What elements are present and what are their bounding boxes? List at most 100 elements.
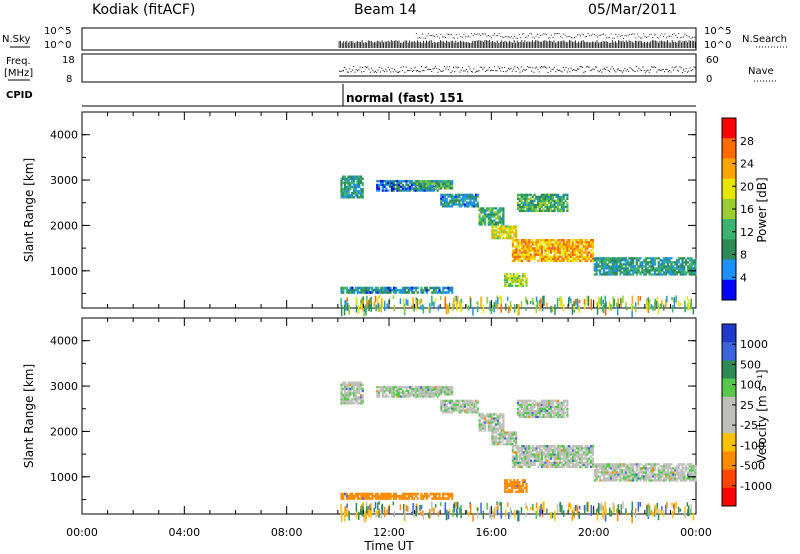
data-cell	[566, 255, 569, 258]
data-cell	[632, 463, 635, 466]
ground-scatter-cell	[600, 296, 603, 307]
data-cell	[376, 497, 379, 500]
nave-dot	[678, 70, 680, 72]
data-cell	[385, 494, 388, 498]
data-cell	[445, 201, 448, 204]
data-cell	[347, 183, 350, 187]
data-cell	[524, 193, 527, 196]
nsearch-dot	[587, 33, 589, 35]
data-cell	[562, 205, 565, 209]
data-cell	[518, 282, 521, 285]
data-cell	[555, 193, 558, 196]
data-cell	[401, 391, 404, 394]
data-cell	[493, 215, 496, 218]
data-cell	[493, 441, 496, 444]
data-cell	[573, 453, 576, 456]
data-cell	[562, 409, 565, 412]
data-cell	[418, 388, 421, 391]
data-cell	[351, 492, 354, 496]
data-cell	[677, 475, 680, 478]
data-cell	[392, 386, 395, 389]
nave-dot	[516, 67, 518, 68]
data-cell	[500, 413, 503, 416]
data-cell	[557, 245, 560, 248]
nsearch-dot	[653, 34, 655, 36]
nave-dot	[493, 66, 495, 68]
data-cell	[641, 261, 644, 264]
data-cell	[502, 213, 505, 216]
data-cell	[381, 389, 384, 392]
data-cell	[550, 447, 553, 450]
data-cell	[342, 387, 345, 391]
data-cell	[548, 453, 551, 456]
data-cell	[519, 447, 522, 450]
data-cell	[615, 263, 618, 266]
data-cell	[425, 494, 428, 498]
data-cell	[613, 261, 616, 264]
data-cell	[544, 399, 547, 402]
data-cell	[566, 459, 569, 462]
data-cell	[400, 395, 403, 398]
data-cell	[555, 401, 558, 404]
nsearch-dot	[549, 37, 551, 39]
data-cell	[681, 471, 684, 474]
data-cell	[557, 457, 560, 460]
data-cell	[520, 239, 524, 242]
nsearch-dot	[567, 36, 569, 37]
data-cell	[604, 265, 607, 268]
data-cell	[663, 467, 666, 470]
data-cell	[526, 459, 529, 462]
data-cell	[650, 467, 653, 470]
data-cell	[498, 425, 501, 428]
data-cell	[389, 286, 392, 290]
data-cell	[591, 463, 594, 466]
data-cell	[524, 243, 527, 246]
nave-dot	[497, 66, 499, 68]
data-cell	[557, 407, 560, 410]
nave-dot	[491, 69, 493, 71]
data-cell	[518, 197, 521, 200]
data-cell	[509, 273, 512, 276]
data-cell	[666, 269, 669, 272]
data-cell	[624, 261, 627, 264]
data-cell	[402, 286, 405, 290]
data-cell	[496, 237, 499, 240]
data-cell	[577, 461, 580, 464]
data-cell	[672, 477, 675, 480]
data-cell	[520, 399, 523, 402]
data-cell	[480, 413, 483, 416]
data-cell	[356, 497, 359, 500]
data-cell	[513, 451, 516, 454]
data-cell	[383, 395, 386, 398]
data-cell	[347, 385, 350, 388]
data-cell	[548, 201, 551, 204]
data-cell	[652, 463, 655, 466]
data-cell	[624, 477, 627, 480]
data-cell	[674, 467, 677, 470]
data-cell	[535, 445, 538, 448]
data-cell	[342, 192, 345, 195]
data-cell	[557, 399, 560, 402]
data-cell	[520, 278, 523, 282]
colorbar-segment	[722, 259, 736, 281]
data-cell	[553, 409, 556, 412]
data-cell	[550, 453, 553, 456]
data-cell	[449, 201, 452, 204]
data-cell	[664, 475, 668, 478]
data-cell	[340, 385, 343, 388]
ground-scatter-cell	[554, 304, 556, 315]
data-cell	[356, 402, 359, 405]
data-cell	[690, 467, 693, 470]
data-cell	[602, 467, 605, 470]
data-cell	[525, 484, 528, 488]
data-cell	[633, 271, 637, 274]
data-cell	[520, 259, 524, 263]
data-cell	[515, 235, 518, 238]
data-cell	[449, 288, 452, 292]
data-cell	[425, 395, 428, 398]
data-cell	[601, 473, 604, 476]
data-cell	[566, 451, 569, 454]
data-cell	[670, 267, 673, 270]
nsearch-dot	[504, 36, 506, 37]
data-cell	[340, 194, 343, 197]
